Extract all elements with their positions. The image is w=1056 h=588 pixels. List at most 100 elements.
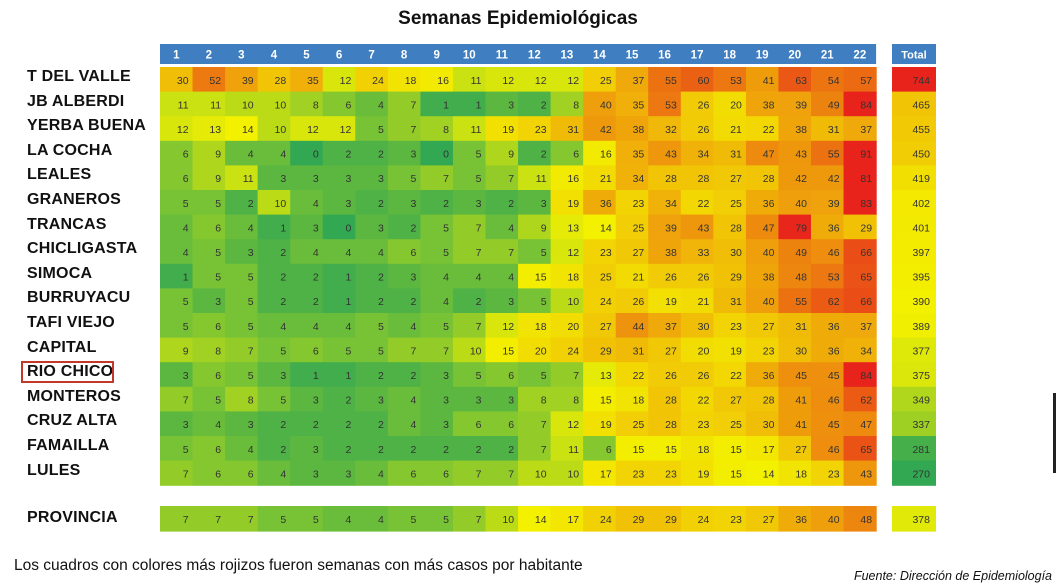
cell-label-chicligasta-w5: 4	[313, 247, 319, 259]
cell-lules-w10	[452, 460, 487, 486]
row-label-graneros: GRANEROS	[27, 191, 122, 208]
cell-leales-w16	[648, 165, 682, 191]
cell-label-provincia-w19: 27	[763, 514, 775, 526]
cell-burruyacu-w18	[713, 288, 747, 314]
cell-monteros-w14	[583, 386, 617, 412]
cell-famailla-w1	[160, 436, 194, 462]
cell-label-monteros-w6: 2	[345, 395, 351, 407]
total-label-lules: 270	[912, 468, 930, 480]
cell-famailla-w14	[583, 436, 617, 462]
cell-label-provincia-w3: 7	[248, 514, 254, 526]
cell-burruyacu-w12	[518, 288, 552, 314]
cell-monteros-w22	[843, 386, 877, 412]
cell-simoca-w16	[648, 263, 682, 289]
footnote: Los cuadros con colores más rojizos fuer…	[14, 557, 583, 574]
cell-yerba-buena-w18	[713, 116, 747, 142]
week-header-1: 1	[173, 50, 180, 62]
cell-label-leales-w10: 5	[476, 173, 482, 185]
cell-label-tafi-viejo-w22: 37	[860, 321, 872, 333]
cell-label-leales-w1: 6	[183, 173, 189, 185]
cell-trancas-w21	[811, 214, 845, 240]
cell-label-graneros-w14: 36	[600, 198, 612, 210]
cell-label-yerba-buena-w13: 31	[567, 124, 579, 136]
cell-t-del-valle-w3	[225, 67, 259, 93]
total-label-simoca: 395	[912, 272, 930, 284]
cell-chicligasta-w9	[420, 239, 454, 265]
cell-label-graneros-w22: 83	[860, 198, 872, 210]
week-header-15: 15	[626, 50, 639, 62]
cell-leales-w9	[420, 165, 454, 191]
cell-burruyacu-w3	[225, 288, 259, 314]
cell-tafi-viejo-w7	[355, 313, 389, 339]
cell-label-trancas-w21: 36	[828, 222, 840, 234]
cell-simoca-w7	[355, 263, 389, 289]
cell-label-simoca-w19: 38	[763, 272, 775, 284]
cell-graneros-w3	[225, 190, 259, 216]
cell-la-cocha-w6	[322, 140, 356, 166]
cell-label-yerba-buena-w12: 23	[535, 124, 547, 136]
cell-simoca-w18	[713, 263, 747, 289]
cell-label-famailla-w9: 2	[443, 444, 449, 456]
cell-label-t-del-valle-w19: 41	[763, 75, 775, 87]
cell-rio-chico-w17	[680, 362, 714, 388]
cell-label-la-cocha-w13: 6	[573, 149, 579, 161]
cell-label-trancas-w22: 29	[860, 222, 872, 234]
cell-cruz-alta-w10	[452, 411, 487, 437]
cell-label-monteros-w5: 3	[313, 395, 319, 407]
cell-graneros-w20	[778, 190, 812, 216]
cell-t-del-valle-w20	[778, 67, 812, 93]
cell-simoca-w20	[778, 263, 812, 289]
cell-label-capital-w21: 36	[828, 345, 840, 357]
cell-label-provincia-w13: 17	[567, 514, 579, 526]
cell-leales-w14	[583, 165, 617, 191]
total-header: Total	[901, 50, 926, 62]
row-label-famailla: FAMAILLA	[27, 437, 110, 454]
cell-label-chicligasta-w13: 12	[567, 247, 579, 259]
cell-label-monteros-w1: 7	[183, 395, 189, 407]
cell-graneros-w22	[843, 190, 877, 216]
cell-rio-chico-w8	[387, 362, 421, 388]
cell-la-cocha-w20	[778, 140, 812, 166]
cell-label-jb-alberdi-w8: 7	[411, 99, 417, 111]
cell-cruz-alta-w20	[778, 411, 812, 437]
cell-label-capital-w11: 15	[502, 345, 514, 357]
cell-label-trancas-w19: 47	[763, 222, 775, 234]
cell-label-t-del-valle-w17: 60	[698, 75, 710, 87]
cell-label-chicligasta-w15: 27	[633, 247, 645, 259]
cell-label-famailla-w6: 2	[345, 444, 351, 456]
cell-trancas-w4	[257, 214, 291, 240]
cell-label-rio-chico-w19: 36	[763, 370, 775, 382]
cell-label-yerba-buena-w6: 12	[340, 124, 352, 136]
cell-jb-alberdi-w7	[355, 91, 389, 117]
cell-label-lules-w2: 6	[215, 468, 221, 480]
cell-trancas-w9	[420, 214, 454, 240]
row-label-capital: CAPITAL	[27, 338, 97, 356]
cell-capital-w7	[355, 337, 389, 363]
cell-label-trancas-w5: 3	[313, 222, 319, 234]
cell-burruyacu-w7	[355, 288, 389, 314]
cell-chicligasta-w22	[843, 239, 877, 265]
cell-jb-alberdi-w20	[778, 91, 812, 117]
cell-graneros-w6	[322, 190, 356, 216]
cell-graneros-w12	[518, 190, 552, 216]
cell-yerba-buena-w22	[843, 116, 877, 142]
total-label-la-cocha: 450	[912, 149, 930, 161]
header-bar	[160, 44, 877, 64]
cell-label-trancas-w4: 1	[280, 222, 286, 234]
cell-label-simoca-w2: 5	[215, 272, 221, 284]
cell-label-la-cocha-w17: 34	[698, 149, 710, 161]
cell-burruyacu-w11	[485, 288, 519, 314]
cell-label-lules-w19: 14	[763, 468, 775, 480]
total-label-chicligasta: 397	[912, 247, 930, 259]
cell-label-capital-w12: 20	[535, 345, 547, 357]
week-header-22: 22	[853, 50, 866, 62]
cell-label-capital-w18: 19	[730, 345, 742, 357]
row-label-yerba-buena: YERBA BUENA	[27, 117, 146, 135]
cell-label-capital-w6: 5	[345, 345, 351, 357]
cell-cruz-alta-w3	[225, 411, 259, 437]
cell-provincia-w17	[680, 506, 714, 532]
cell-label-jb-alberdi-w19: 38	[763, 99, 775, 111]
cell-famailla-w5	[290, 436, 324, 462]
row-label-monteros: MONTEROS	[27, 387, 122, 405]
row-label-la-cocha: LA COCHA	[27, 141, 113, 159]
